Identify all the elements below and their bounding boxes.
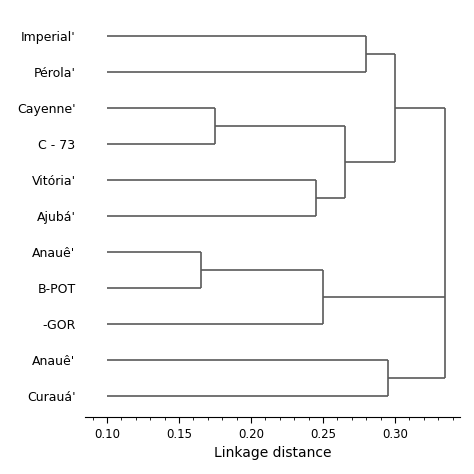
X-axis label: Linkage distance: Linkage distance — [214, 446, 331, 460]
